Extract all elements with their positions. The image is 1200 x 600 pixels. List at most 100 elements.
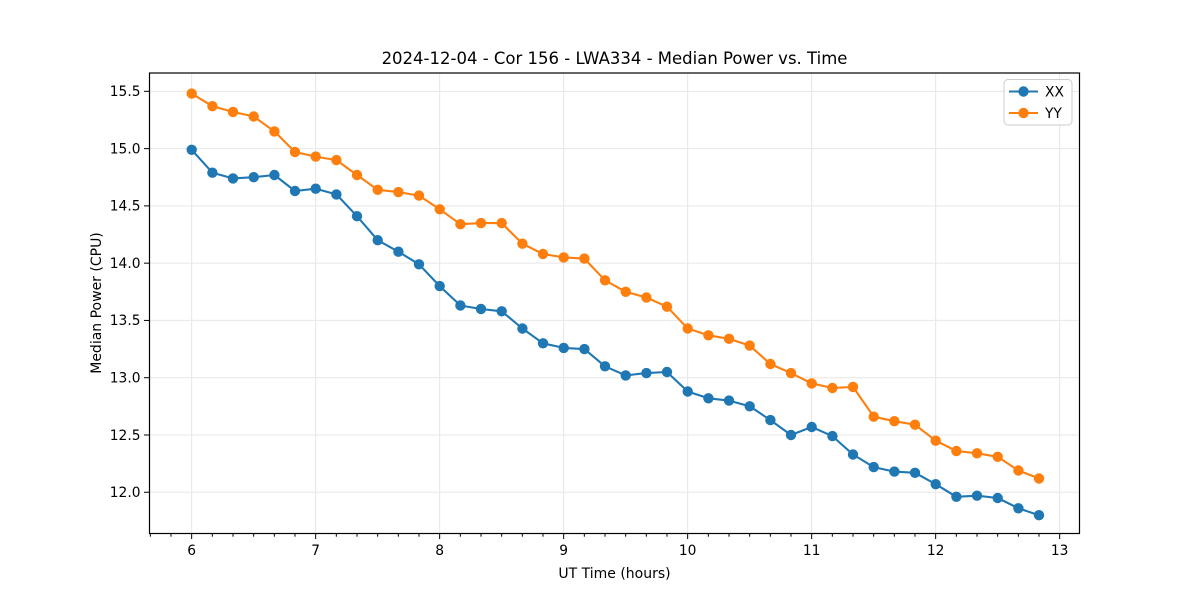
series-YY-marker: [579, 253, 590, 264]
series-YY-marker: [496, 217, 507, 229]
series-YY-marker: [455, 219, 466, 230]
series-YY-marker: [434, 204, 445, 215]
series-XX-line: [190, 148, 1041, 517]
series-XX-marker: [310, 183, 321, 194]
series-XX-marker: [269, 169, 280, 181]
x-tick-label: 12: [927, 543, 945, 559]
y-tick-label: 12.5: [110, 428, 141, 444]
y-tick-label: 12.0: [110, 485, 141, 501]
series-YY-marker: [785, 367, 797, 379]
series-XX-marker: [889, 466, 900, 477]
series-XX-marker: [351, 211, 363, 222]
series-XX-marker: [248, 172, 259, 183]
series-YY-marker: [393, 186, 404, 198]
series-XX-marker: [1013, 503, 1024, 514]
series-YY-marker: [599, 275, 611, 286]
series-YY-marker: [951, 445, 962, 457]
series-XX-marker: [475, 303, 487, 315]
series-YY-marker: [744, 340, 755, 351]
series-XX-marker: [434, 280, 445, 292]
series-YY-marker: [372, 184, 383, 195]
series-XX-marker: [971, 490, 983, 501]
series-XX-marker: [289, 185, 301, 197]
series-YY-marker: [310, 151, 321, 162]
series-XX-marker: [682, 386, 693, 397]
series-XX-marker: [496, 306, 507, 317]
series-XX-marker: [1033, 510, 1045, 521]
series-YY-marker: [641, 292, 652, 303]
series-YY-marker: [847, 381, 859, 393]
series-XX-marker: [579, 343, 590, 355]
x-tick-label: 13: [1051, 543, 1069, 559]
legend: XX YY: [1003, 79, 1073, 126]
y-tick-label: 13.5: [110, 313, 141, 329]
series-YY-marker: [682, 323, 693, 334]
series-XX-marker: [372, 235, 383, 246]
series-XX-marker: [868, 461, 879, 473]
series-XX-marker: [992, 492, 1003, 504]
series-YY-marker: [930, 435, 941, 446]
series-XX-marker: [703, 393, 714, 404]
series-YY-marker: [661, 301, 673, 312]
series-XX-marker: [413, 259, 425, 270]
series-YY-marker: [868, 411, 879, 422]
series-YY-marker: [227, 106, 239, 118]
series-YY-marker: [351, 169, 363, 181]
series-XX-marker: [207, 167, 218, 178]
series-YY-marker: [331, 154, 342, 166]
legend-sample-marker: [1018, 107, 1029, 119]
series-YY-marker: [889, 416, 900, 427]
legend-label: YY: [1044, 106, 1062, 122]
x-tick-label: 11: [803, 543, 821, 559]
x-tick-label: 7: [311, 543, 320, 559]
series-YY-marker: [723, 333, 735, 344]
y-tick-label: 14.0: [110, 256, 141, 272]
series-XX-marker: [186, 144, 197, 155]
x-tick-label: 10: [679, 543, 697, 559]
series-YY-marker: [207, 101, 218, 112]
series-XX-marker: [227, 173, 239, 184]
series-XX-marker: [620, 370, 631, 381]
series-XX-marker: [599, 361, 611, 372]
series-YY-marker: [558, 252, 569, 263]
y-tick-label: 14.5: [110, 199, 141, 215]
legend-sample-marker: [1018, 86, 1029, 97]
series-YY-marker: [269, 126, 280, 137]
series-YY-marker: [413, 190, 425, 201]
series-XX-marker: [331, 189, 342, 200]
series-XX-marker: [744, 401, 755, 412]
series-XX-marker: [909, 467, 921, 478]
series-XX-marker: [661, 366, 673, 378]
y-tick-label: 15.5: [110, 84, 141, 100]
series-XX-marker: [765, 414, 776, 426]
y-tick-label: 13.0: [110, 371, 141, 387]
x-tick-label: 6: [187, 543, 196, 559]
series-XX-marker: [558, 342, 569, 354]
series-XX-marker: [930, 479, 941, 490]
series-YY-marker: [992, 451, 1003, 462]
series-XX-marker: [951, 491, 962, 502]
series-YY-marker: [703, 330, 714, 341]
series-XX-marker: [723, 395, 735, 406]
series-YY-marker: [186, 88, 197, 99]
series-YY-marker: [1033, 473, 1045, 484]
series-XX-marker: [455, 300, 466, 311]
series-XX-marker: [806, 421, 817, 433]
series-XX-marker: [785, 429, 797, 441]
legend-label: XX: [1045, 84, 1064, 100]
series-YY-marker: [765, 358, 776, 370]
x-tick-label: 8: [435, 543, 444, 559]
series-XX-marker: [537, 338, 549, 349]
series-YY-marker: [248, 111, 259, 122]
y-tick-label: 15.0: [110, 141, 141, 157]
series-XX-marker: [641, 367, 652, 379]
series-XX-marker: [827, 430, 838, 442]
series-YY-marker: [971, 448, 983, 459]
x-axis-label: UT Time (hours): [558, 566, 670, 582]
series-layer: [186, 88, 1045, 521]
series-XX-marker: [847, 449, 859, 460]
y-axis-label: Median Power (CPU): [89, 232, 105, 374]
chart-title: 2024-12-04 - Cor 156 - LWA334 - Median P…: [382, 49, 848, 68]
series-YY-marker: [475, 217, 487, 229]
series-YY-marker: [806, 378, 817, 389]
